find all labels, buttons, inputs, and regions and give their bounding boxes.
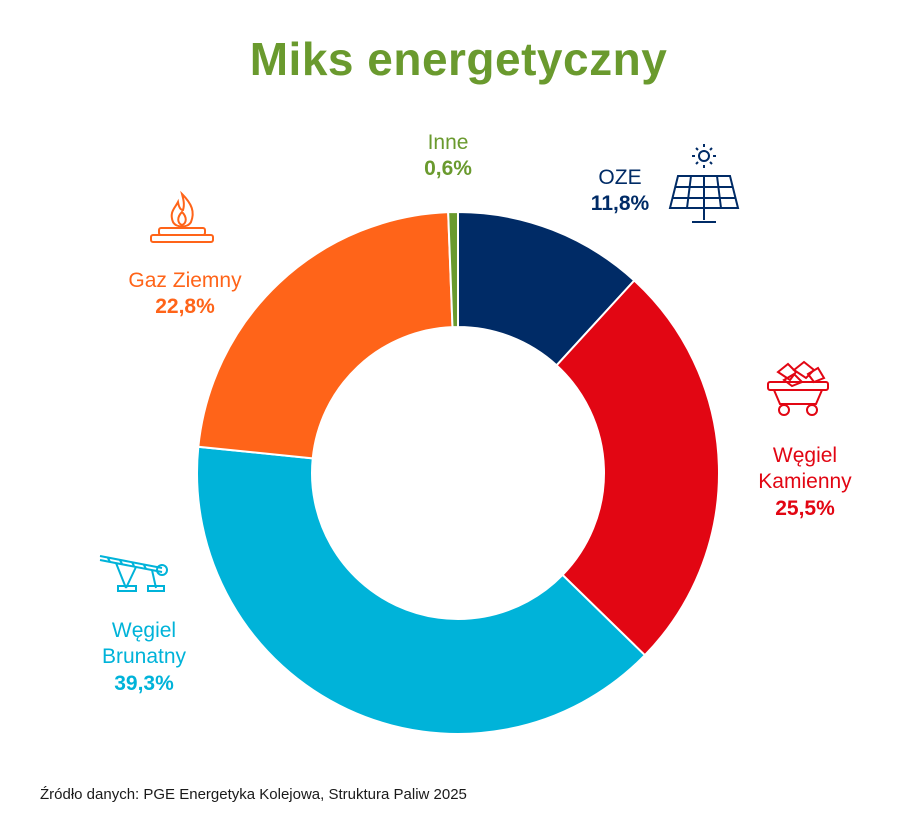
slice-gaz-ziemny: [197, 211, 454, 460]
label-oze-name: OZE: [598, 166, 642, 189]
excavator-conveyor-icon: [99, 555, 168, 592]
slice-inne: [447, 210, 459, 329]
chart-title: Miks energetyczny: [249, 33, 668, 85]
label-gaz: Gaz Ziemny 22,8%: [100, 268, 270, 321]
label-inne-name: Inne: [427, 131, 469, 154]
label-kamienny-name-1: Węgiel: [772, 444, 838, 467]
solar-panel-icon: [668, 144, 740, 223]
label-brunatny: Węgiel Brunatny 39,3%: [74, 618, 214, 697]
label-oze-value: 11,8%: [590, 192, 650, 216]
label-gaz-name: Gaz Ziemny: [128, 269, 242, 292]
label-brunatny-name-1: Węgiel: [111, 619, 177, 642]
label-oze: OZE 11,8%: [570, 165, 670, 218]
label-brunatny-value: 39,3%: [114, 671, 174, 695]
label-brunatny-name-2: Brunatny: [101, 645, 187, 669]
slice-węgiel-brunatny: [196, 445, 647, 735]
source-note: Źródło danych: PGE Energetyka Kolejowa, …: [40, 786, 467, 803]
slice-węgiel-kamienny: [555, 279, 720, 657]
gas-flame-icon: [150, 190, 214, 243]
label-gaz-value: 22,8%: [155, 295, 215, 319]
label-inne: Inne 0,6%: [398, 130, 498, 183]
label-kamienny: Węgiel Kamienny 25,5%: [735, 443, 875, 522]
label-kamienny-name-2: Kamienny: [758, 470, 852, 494]
label-kamienny-value: 25,5%: [775, 496, 835, 520]
label-inne-value: 0,6%: [424, 157, 472, 181]
coal-cart-icon: [767, 360, 829, 416]
